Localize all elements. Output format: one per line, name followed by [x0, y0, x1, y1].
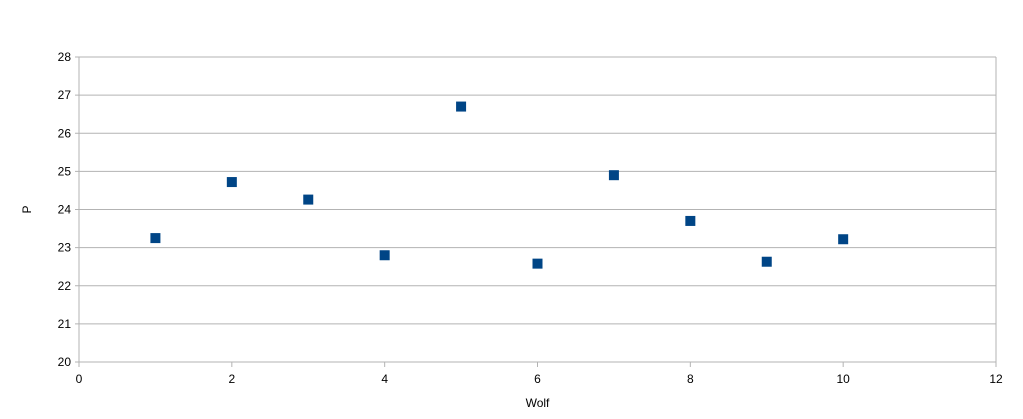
y-tick-label: 23	[58, 241, 72, 255]
y-tick-label: 20	[58, 355, 72, 369]
x-tick-label: 4	[381, 372, 388, 386]
data-point	[456, 101, 467, 112]
x-tick-label: 2	[228, 372, 235, 386]
data-point	[379, 250, 390, 261]
x-tick-label: 8	[687, 372, 694, 386]
data-point	[532, 258, 543, 269]
x-tick-label: 12	[989, 372, 1003, 386]
gridlines	[79, 56, 996, 363]
y-tick-label: 21	[58, 317, 72, 331]
data-point	[761, 256, 772, 267]
x-axis-title: Wolf	[526, 396, 550, 410]
x-tick-label: 6	[534, 372, 541, 386]
y-tick-label: 27	[58, 88, 72, 102]
data-point	[685, 215, 696, 226]
data-point	[838, 234, 849, 245]
y-tick-label: 25	[58, 164, 72, 178]
y-tick-label: 26	[58, 126, 72, 140]
data-points	[150, 101, 849, 269]
y-tick-label: 24	[58, 203, 72, 217]
y-tick-label: 22	[58, 279, 72, 293]
data-point	[150, 233, 161, 244]
y-tick-labels: 20 21 22 23 24 25 26 27 28	[58, 50, 72, 369]
y-tick-label: 28	[58, 50, 72, 64]
x-tick-label: 10	[836, 372, 850, 386]
data-point	[608, 170, 619, 181]
x-tick-labels: 0 2 4 6 8 10 12	[76, 372, 1003, 386]
data-point	[226, 177, 237, 188]
axes	[75, 56, 997, 367]
y-axis-title: P	[20, 205, 34, 213]
x-tick-label: 0	[76, 372, 83, 386]
data-point	[303, 194, 314, 205]
